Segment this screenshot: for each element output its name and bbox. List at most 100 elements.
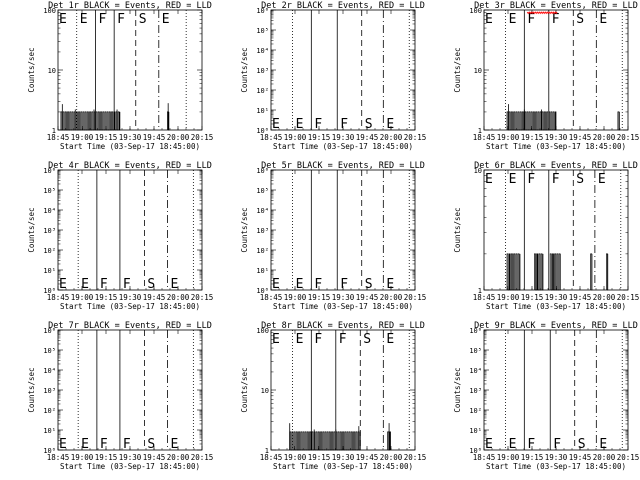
x-tick-label: 19:15: [521, 133, 544, 142]
marker-label: F: [552, 12, 560, 27]
y-tick-label: 10⁴: [256, 47, 269, 55]
chart-title: Det 9r BLACK = Events, RED = LLD: [474, 321, 638, 331]
x-axis-label: Start Time (03-Sep-17 18:45:00): [486, 142, 626, 151]
x-tick-label: 19:30: [119, 293, 142, 302]
marker-label: F: [100, 437, 108, 452]
x-tick-label: 20:00: [593, 133, 616, 142]
y-tick-label: 10⁴: [256, 207, 269, 215]
y-tick-label: 10³: [256, 227, 269, 235]
x-axis-label: Start Time (03-Sep-17 18:45:00): [273, 302, 413, 311]
marker-label: E: [59, 12, 67, 27]
marker-label: E: [272, 277, 280, 292]
marker-label: F: [527, 437, 535, 452]
x-axis-label: Start Time (03-Sep-17 18:45:00): [273, 462, 413, 471]
marker-label: E: [509, 12, 517, 27]
x-tick-label: 19:15: [95, 293, 118, 302]
chart-title: Det 2r BLACK = Events, RED = LLD: [261, 1, 425, 11]
x-tick-label: 19:15: [521, 293, 544, 302]
x-tick-label: 20:15: [404, 293, 427, 302]
marker-label: S: [139, 12, 147, 27]
y-axis-label: Counts/sec: [240, 207, 249, 252]
x-tick-label: 19:00: [71, 453, 94, 462]
y-tick-label: 10⁴: [43, 207, 56, 215]
marker-label: F: [100, 277, 108, 292]
x-tick-label: 19:30: [119, 133, 142, 142]
x-tick-label: 18:45: [260, 293, 283, 302]
x-tick-label: 19:45: [143, 453, 166, 462]
y-tick-label: 10²: [43, 407, 56, 415]
x-tick-label: 20:15: [404, 133, 427, 142]
y-tick-label: 10³: [469, 387, 482, 395]
x-tick-label: 19:30: [545, 293, 568, 302]
x-tick-label: 19:00: [497, 293, 520, 302]
y-tick-label: 10⁵: [43, 187, 56, 195]
event-trace: [534, 253, 544, 291]
x-tick-label: 20:15: [617, 133, 640, 142]
marker-label: F: [527, 12, 535, 27]
x-tick-label: 18:45: [260, 453, 283, 462]
y-axis-label: Counts/sec: [453, 47, 462, 92]
y-axis-label: Counts/sec: [240, 47, 249, 92]
x-tick-label: 19:00: [497, 133, 520, 142]
x-tick-label: 18:45: [260, 133, 283, 142]
marker-label: S: [363, 332, 371, 347]
marker-label: F: [340, 117, 348, 132]
x-tick-label: 19:15: [308, 133, 331, 142]
x-axis-label: Start Time (03-Sep-17 18:45:00): [60, 142, 200, 151]
y-tick-label: 10⁶: [43, 167, 56, 175]
x-tick-label: 20:00: [593, 453, 616, 462]
x-tick-label: 19:15: [521, 453, 544, 462]
event-trace: [617, 111, 620, 131]
y-tick-label: 10¹: [256, 267, 269, 275]
y-tick-label: 10⁶: [469, 327, 482, 335]
marker-label: E: [80, 12, 88, 27]
x-tick-label: 19:45: [143, 133, 166, 142]
marker-label: S: [576, 12, 584, 27]
y-tick-label: 10²: [43, 247, 56, 255]
y-tick-label: 10⁴: [469, 367, 482, 375]
x-tick-label: 19:45: [143, 293, 166, 302]
x-tick-label: 19:15: [95, 453, 118, 462]
marker-label: F: [340, 277, 348, 292]
y-tick-label: 10⁴: [43, 367, 56, 375]
y-axis-label: Counts/sec: [27, 367, 36, 412]
x-tick-label: 19:30: [119, 453, 142, 462]
y-tick-label: 10: [261, 387, 269, 395]
chart-title: Det 7r BLACK = Events, RED = LLD: [48, 321, 212, 331]
x-tick-label: 20:00: [593, 293, 616, 302]
x-tick-label: 19:45: [356, 133, 379, 142]
x-tick-label: 19:45: [569, 293, 592, 302]
x-tick-label: 19:00: [71, 293, 94, 302]
marker-label: E: [59, 437, 67, 452]
x-tick-label: 19:00: [284, 133, 307, 142]
x-tick-label: 20:15: [191, 293, 214, 302]
x-tick-label: 20:15: [617, 293, 640, 302]
x-tick-label: 19:30: [332, 453, 355, 462]
y-tick-label: 10⁰: [43, 287, 56, 295]
x-tick-label: 18:45: [473, 293, 496, 302]
x-tick-label: 19:45: [356, 293, 379, 302]
x-tick-label: 20:15: [191, 453, 214, 462]
marker-label: S: [147, 437, 155, 452]
marker-label: E: [59, 277, 67, 292]
y-tick-label: 10⁶: [256, 7, 269, 15]
y-axis-label: Counts/sec: [27, 47, 36, 92]
marker-label: E: [485, 12, 493, 27]
y-tick-label: 10⁵: [469, 347, 482, 355]
x-axis-label: Start Time (03-Sep-17 18:45:00): [60, 302, 200, 311]
marker-label: F: [314, 117, 322, 132]
plot-frame: [57, 169, 203, 291]
y-tick-label: 10³: [43, 227, 56, 235]
x-tick-label: 18:45: [473, 133, 496, 142]
y-tick-label: 10⁶: [256, 167, 269, 175]
x-axis-label: Start Time (03-Sep-17 18:45:00): [486, 302, 626, 311]
y-axis-label: Counts/sec: [27, 207, 36, 252]
y-tick-label: 100: [256, 327, 269, 335]
x-tick-label: 19:45: [569, 133, 592, 142]
